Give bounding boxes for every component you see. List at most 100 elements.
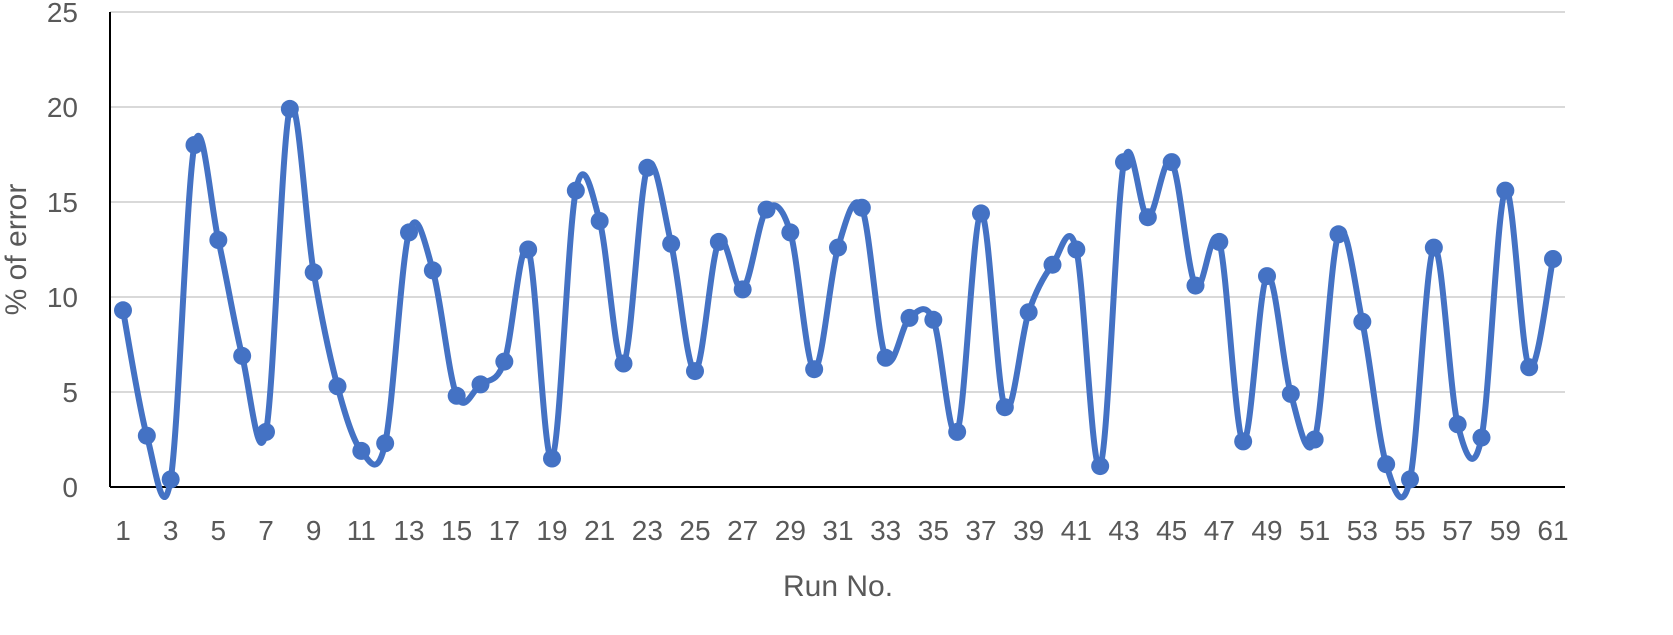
- x-tick-label: 37: [965, 515, 996, 546]
- data-point: [1305, 430, 1324, 449]
- x-tick-label: 27: [727, 515, 758, 546]
- x-tick-label: 57: [1442, 515, 1473, 546]
- x-axis-title: Run No.: [783, 570, 893, 603]
- x-tick-label: 25: [679, 515, 710, 546]
- x-tick-label: 55: [1394, 515, 1425, 546]
- x-tick-label: 35: [918, 515, 949, 546]
- x-tick-label: 29: [775, 515, 806, 546]
- data-point: [1472, 428, 1491, 447]
- x-tick-label: 19: [536, 515, 567, 546]
- x-tick-label: 13: [393, 515, 424, 546]
- x-tick-label: 43: [1108, 515, 1139, 546]
- data-point: [304, 263, 323, 282]
- data-point: [114, 301, 132, 320]
- x-tick-label: 7: [258, 515, 274, 546]
- data-point: [686, 362, 704, 381]
- data-point: [1377, 455, 1396, 474]
- data-point: [185, 136, 204, 154]
- data-point: [829, 238, 847, 257]
- x-tick-label: 15: [441, 515, 472, 546]
- x-tick-label: 59: [1490, 515, 1521, 546]
- data-point: [1162, 153, 1181, 172]
- data-point: [352, 441, 371, 460]
- data-point: [972, 204, 990, 223]
- x-tick-label: 39: [1013, 515, 1044, 546]
- data-points: [114, 99, 1562, 489]
- data-point: [1258, 267, 1276, 286]
- data-point: [471, 375, 490, 394]
- x-tick-label: 31: [822, 515, 853, 546]
- x-tick-label: 47: [1204, 515, 1235, 546]
- data-point: [1234, 432, 1253, 451]
- data-point: [280, 99, 299, 118]
- data-point: [1115, 153, 1133, 172]
- x-tick-label: 49: [1251, 515, 1282, 546]
- x-tick-label: 5: [211, 515, 227, 546]
- series-layer: [120, 102, 1556, 501]
- data-point: [1401, 470, 1419, 489]
- data-point: [543, 449, 561, 468]
- data-point: [519, 240, 538, 259]
- data-point: [781, 223, 800, 242]
- data-point: [995, 398, 1014, 417]
- data-point: [495, 352, 514, 371]
- y-tick-label: 20: [47, 92, 78, 123]
- data-point: [757, 200, 776, 219]
- data-point: [566, 181, 585, 200]
- data-point: [1448, 415, 1467, 434]
- data-point: [924, 310, 943, 329]
- data-point: [1138, 208, 1157, 227]
- y-tick-label: 15: [47, 187, 78, 218]
- y-tick-labels: 0 5 10 15 20 25: [47, 0, 78, 503]
- data-point: [1019, 303, 1038, 322]
- data-point: [948, 422, 967, 441]
- x-tick-label: 61: [1537, 515, 1568, 546]
- axes: [109, 12, 1565, 488]
- data-point: [233, 346, 252, 365]
- x-tick-label: 41: [1061, 515, 1092, 546]
- y-tick-label: 10: [47, 282, 78, 313]
- data-point: [876, 348, 895, 367]
- data-point: [590, 212, 609, 230]
- data-point: [1544, 250, 1562, 268]
- data-point: [209, 231, 228, 249]
- x-tick-label: 17: [489, 515, 520, 546]
- x-tick-label: 53: [1347, 515, 1378, 546]
- data-point: [805, 360, 824, 379]
- x-tick-label: 11: [347, 515, 376, 546]
- data-point: [400, 223, 418, 242]
- x-tick-label: 21: [584, 515, 615, 546]
- data-point: [161, 470, 180, 489]
- data-point: [1067, 240, 1086, 259]
- data-point: [1186, 276, 1205, 295]
- data-point: [328, 377, 347, 396]
- x-tick-label: 51: [1299, 515, 1330, 546]
- data-point: [447, 386, 466, 405]
- data-point: [900, 308, 919, 327]
- x-tick-label: 9: [306, 515, 322, 546]
- data-point: [137, 426, 156, 445]
- data-point: [1329, 225, 1348, 244]
- data-point: [709, 232, 728, 251]
- data-point: [614, 354, 633, 373]
- data-point: [1424, 238, 1443, 257]
- data-point: [1281, 384, 1300, 403]
- data-point: [1520, 358, 1539, 377]
- data-point: [376, 434, 395, 453]
- series-line: [120, 102, 1556, 501]
- y-tick-label: 0: [62, 472, 78, 503]
- x-tick-label: 1: [115, 515, 131, 546]
- data-point: [1091, 457, 1110, 476]
- x-tick-label: 45: [1156, 515, 1187, 546]
- y-axis-title: % of error: [0, 184, 33, 316]
- x-tick-label: 33: [870, 515, 901, 546]
- data-point: [638, 158, 657, 177]
- data-point: [1043, 255, 1062, 274]
- data-point: [733, 280, 752, 299]
- data-point: [662, 234, 681, 253]
- x-tick-label: 3: [163, 515, 179, 546]
- data-point: [1496, 181, 1515, 200]
- data-point: [423, 261, 442, 280]
